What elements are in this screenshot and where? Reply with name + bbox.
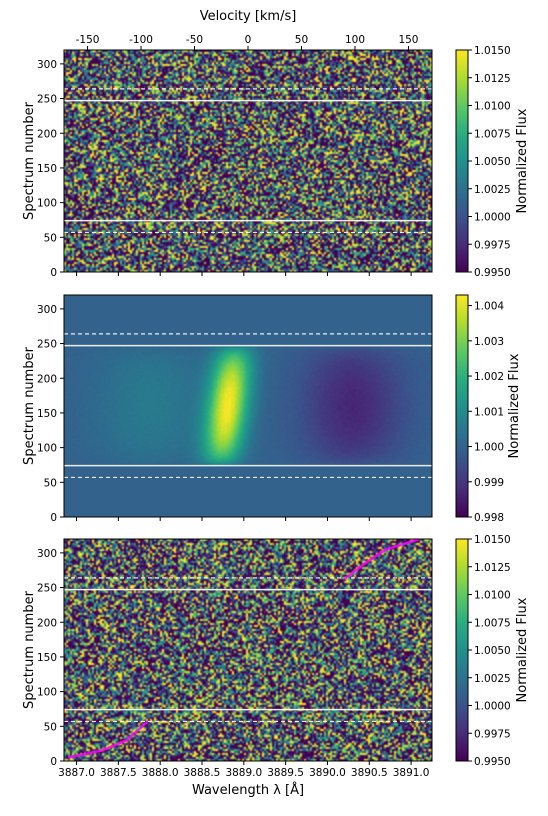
panel-2-frame <box>63 294 433 518</box>
velocity-tick-label: 0 <box>245 34 252 46</box>
x-tick-label: 3888.0 <box>142 767 179 779</box>
colorbar-tick-label: 1.0125 <box>474 73 511 85</box>
y-tick-label: 200 <box>37 373 57 385</box>
panel-1-velocity-label: Velocity [km/s] <box>200 9 297 24</box>
y-tick-label: 100 <box>37 443 57 455</box>
panel-3-frame <box>63 538 433 762</box>
y-tick-label: 50 <box>44 477 57 489</box>
colorbar-tick-label: 1.0100 <box>474 101 511 113</box>
panel-3-y-label: Spectrum number <box>22 590 37 709</box>
velocity-tick-label: -100 <box>129 34 153 46</box>
y-tick-label: 150 <box>37 652 57 664</box>
colorbar-tick-label: 0.9950 <box>474 756 511 768</box>
colorbar-tick-label: 1.002 <box>474 371 504 383</box>
colorbar-tick-label: 1.0000 <box>474 701 511 713</box>
x-tick-label: 3891.0 <box>393 767 430 779</box>
colorbar-tick-label: 1.0000 <box>474 212 511 224</box>
panel-2-colorbar-ticks: 0.998 0.999 1.000 1.001 1.002 1.003 1.004 <box>468 301 504 524</box>
panel-1-reference-lines <box>64 88 432 234</box>
magenta-track-top <box>343 539 420 581</box>
x-tick-label: 3890.5 <box>351 767 388 779</box>
y-tick-label: 100 <box>37 687 57 699</box>
y-tick-label: 300 <box>37 59 57 71</box>
colorbar-tick-label: 1.0050 <box>474 156 511 168</box>
x-tick-label: 3889.0 <box>225 767 262 779</box>
magenta-track-bottom <box>67 720 149 759</box>
y-tick-label: 0 <box>50 756 57 768</box>
panel-2-y-label: Spectrum number <box>22 346 37 465</box>
colorbar-tick-label: 0.9975 <box>474 239 511 251</box>
colorbar-tick-label: 1.0075 <box>474 128 511 140</box>
y-tick-label: 0 <box>50 267 57 279</box>
velocity-tick-label: 100 <box>345 34 365 46</box>
colorbar-tick-label: 1.0150 <box>474 534 511 546</box>
colorbar-tick-label: 0.999 <box>474 477 504 489</box>
colorbar-tick-label: 1.001 <box>474 406 504 418</box>
y-tick-label: 300 <box>37 304 57 316</box>
panel-2: 0 50 100 150 200 250 300 Spectrum number 0.998… <box>22 294 522 524</box>
panel-2-x-ticks <box>76 517 412 521</box>
x-tick-label: 3887.0 <box>58 767 95 779</box>
panel-2-y-ticks: 0 50 100 150 200 250 300 <box>37 304 64 524</box>
panel-3-heatmap <box>64 539 432 761</box>
panel-3-y-ticks: 0 50 100 150 200 250 300 <box>37 548 64 768</box>
colorbar-tick-label: 1.003 <box>474 336 504 348</box>
panel-3-colorbar <box>455 538 469 762</box>
velocity-tick-label: 150 <box>398 34 418 46</box>
panel-1-heatmap <box>64 50 432 272</box>
panel-1-colorbar <box>455 49 469 273</box>
colorbar-tick-label: 1.0050 <box>474 645 511 657</box>
x-tick-label: 3887.5 <box>100 767 137 779</box>
colorbar-tick-label: 1.0125 <box>474 562 511 574</box>
panel-3-colorbar-label: Normalized Flux <box>515 597 530 702</box>
y-tick-label: 50 <box>44 232 57 244</box>
panel-3-reference-lines <box>64 539 432 759</box>
y-tick-label: 250 <box>37 583 57 595</box>
y-tick-label: 0 <box>50 512 57 524</box>
panel-3-colorbar-ticks: 0.9950 0.9975 1.0000 1.0025 1.0050 1.0075 1.01… <box>468 534 511 768</box>
velocity-tick-label: -150 <box>76 34 100 46</box>
colorbar-tick-label: 1.0150 <box>474 45 511 57</box>
y-tick-label: 150 <box>37 163 57 175</box>
panel-2-colorbar <box>455 294 469 518</box>
panel-1-colorbar-label: Normalized Flux <box>515 108 530 213</box>
y-tick-label: 100 <box>37 198 57 210</box>
colorbar-tick-label: 0.9975 <box>474 728 511 740</box>
panel-3-x-label: Wavelength λ [Å] <box>192 782 304 798</box>
colorbar-tick-label: 1.0025 <box>474 184 511 196</box>
y-tick-label: 200 <box>37 128 57 140</box>
velocity-tick-label: 50 <box>295 34 308 46</box>
colorbar-tick-label: 0.9950 <box>474 267 511 279</box>
colorbar-tick-label: 1.004 <box>474 301 504 313</box>
colorbar-tick-label: 1.0100 <box>474 590 511 602</box>
x-tick-label: 3890.0 <box>309 767 346 779</box>
panel-1-y-ticks: 0 50 100 150 200 250 300 <box>37 59 64 279</box>
panel-2-colorbar-label: Normalized Flux <box>507 353 522 458</box>
colorbar-tick-label: 1.0025 <box>474 673 511 685</box>
y-tick-label: 200 <box>37 617 57 629</box>
velocity-tick-label: -50 <box>186 34 203 46</box>
y-tick-label: 250 <box>37 339 57 351</box>
panel-2-heatmap <box>64 295 432 517</box>
panel-1-x-ticks <box>76 272 412 276</box>
y-tick-label: 50 <box>44 721 57 733</box>
y-tick-label: 250 <box>37 94 57 106</box>
panel-1-velocity-ticks: -150 -100 -50 0 50 100 150 <box>76 34 418 50</box>
panel-1-colorbar-ticks: 0.9950 0.9975 1.0000 1.0025 1.0050 1.0075 1.01… <box>468 45 511 279</box>
colorbar-tick-label: 1.000 <box>474 442 504 454</box>
panel-2-reference-lines <box>64 333 432 479</box>
y-tick-label: 300 <box>37 548 57 560</box>
y-tick-label: 150 <box>37 408 57 420</box>
colorbar-tick-label: 1.0075 <box>474 617 511 629</box>
x-tick-label: 3888.5 <box>184 767 221 779</box>
panel-3-x-ticks: 3887.0 3887.5 3888.0 3888.5 3889.0 3889.5 3890… <box>58 761 429 779</box>
x-tick-label: 3889.5 <box>267 767 304 779</box>
panel-1-y-label: Spectrum number <box>22 101 37 220</box>
colorbar-tick-label: 0.998 <box>474 512 504 524</box>
